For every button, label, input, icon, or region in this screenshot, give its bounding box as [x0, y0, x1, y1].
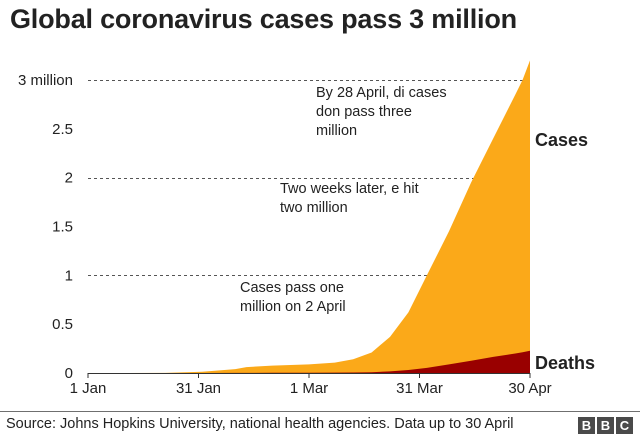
annotation-line: By 28 April, di cases: [316, 85, 447, 101]
annotations: By 28 April, di cases don pass three milli…: [240, 85, 447, 315]
x-axis-ticks: 1 Jan 31 Jan 1 Mar 31 Mar 30 Apr: [70, 373, 552, 397]
bbc-logo-letter: C: [616, 417, 633, 434]
source-note: Source: Johns Hopkins University, nation…: [6, 416, 514, 432]
annotation-line: Cases pass one: [240, 280, 344, 296]
annotation-line: don pass three: [316, 104, 412, 120]
series-area-deaths: [88, 350, 530, 373]
annotation: Cases pass one million on 2 April: [240, 280, 346, 315]
series-label-deaths: Deaths: [535, 353, 595, 373]
annotation-line: million on 2 April: [240, 299, 346, 315]
y-tick-label: 0: [65, 365, 73, 382]
annotation: Two weeks later, e hit two million: [280, 181, 419, 216]
series-labels: Cases Deaths: [535, 130, 595, 373]
y-tick-label: 1: [65, 267, 73, 284]
y-tick-label: 2.5: [52, 121, 73, 138]
area-layer: [88, 60, 530, 374]
chart-svg: 0 0.5 1 1.5 2 2.5 3 million 1 Jan 31 Jan 1 Mar 31…: [18, 60, 595, 397]
y-axis-ticks: 0 0.5 1 1.5 2 2.5 3 million: [18, 72, 73, 382]
x-tick-label: 30 Apr: [508, 380, 551, 397]
annotation: By 28 April, di cases don pass three milli…: [316, 85, 447, 139]
y-tick-label: 3 million: [18, 72, 73, 89]
x-tick-label: 31 Jan: [176, 380, 221, 397]
series-area-cases: [88, 60, 530, 374]
y-tick-label: 0.5: [52, 316, 73, 333]
bbc-logo: B B C: [578, 417, 633, 434]
y-tick-label: 1.5: [52, 218, 73, 235]
annotation-line: two million: [280, 200, 348, 216]
annotation-line: million: [316, 123, 357, 139]
x-tick-label: 31 Mar: [396, 380, 443, 397]
bbc-logo-letter: B: [597, 417, 614, 434]
y-tick-label: 2: [65, 170, 73, 187]
chart-title: Global coronavirus cases pass 3 million: [10, 4, 517, 34]
series-label-cases: Cases: [535, 130, 588, 150]
annotation-line: Two weeks later, e hit: [280, 181, 419, 197]
x-tick-label: 1 Jan: [70, 380, 107, 397]
footer-divider: [0, 411, 640, 412]
bbc-logo-letter: B: [578, 417, 595, 434]
x-tick-label: 1 Mar: [290, 380, 328, 397]
